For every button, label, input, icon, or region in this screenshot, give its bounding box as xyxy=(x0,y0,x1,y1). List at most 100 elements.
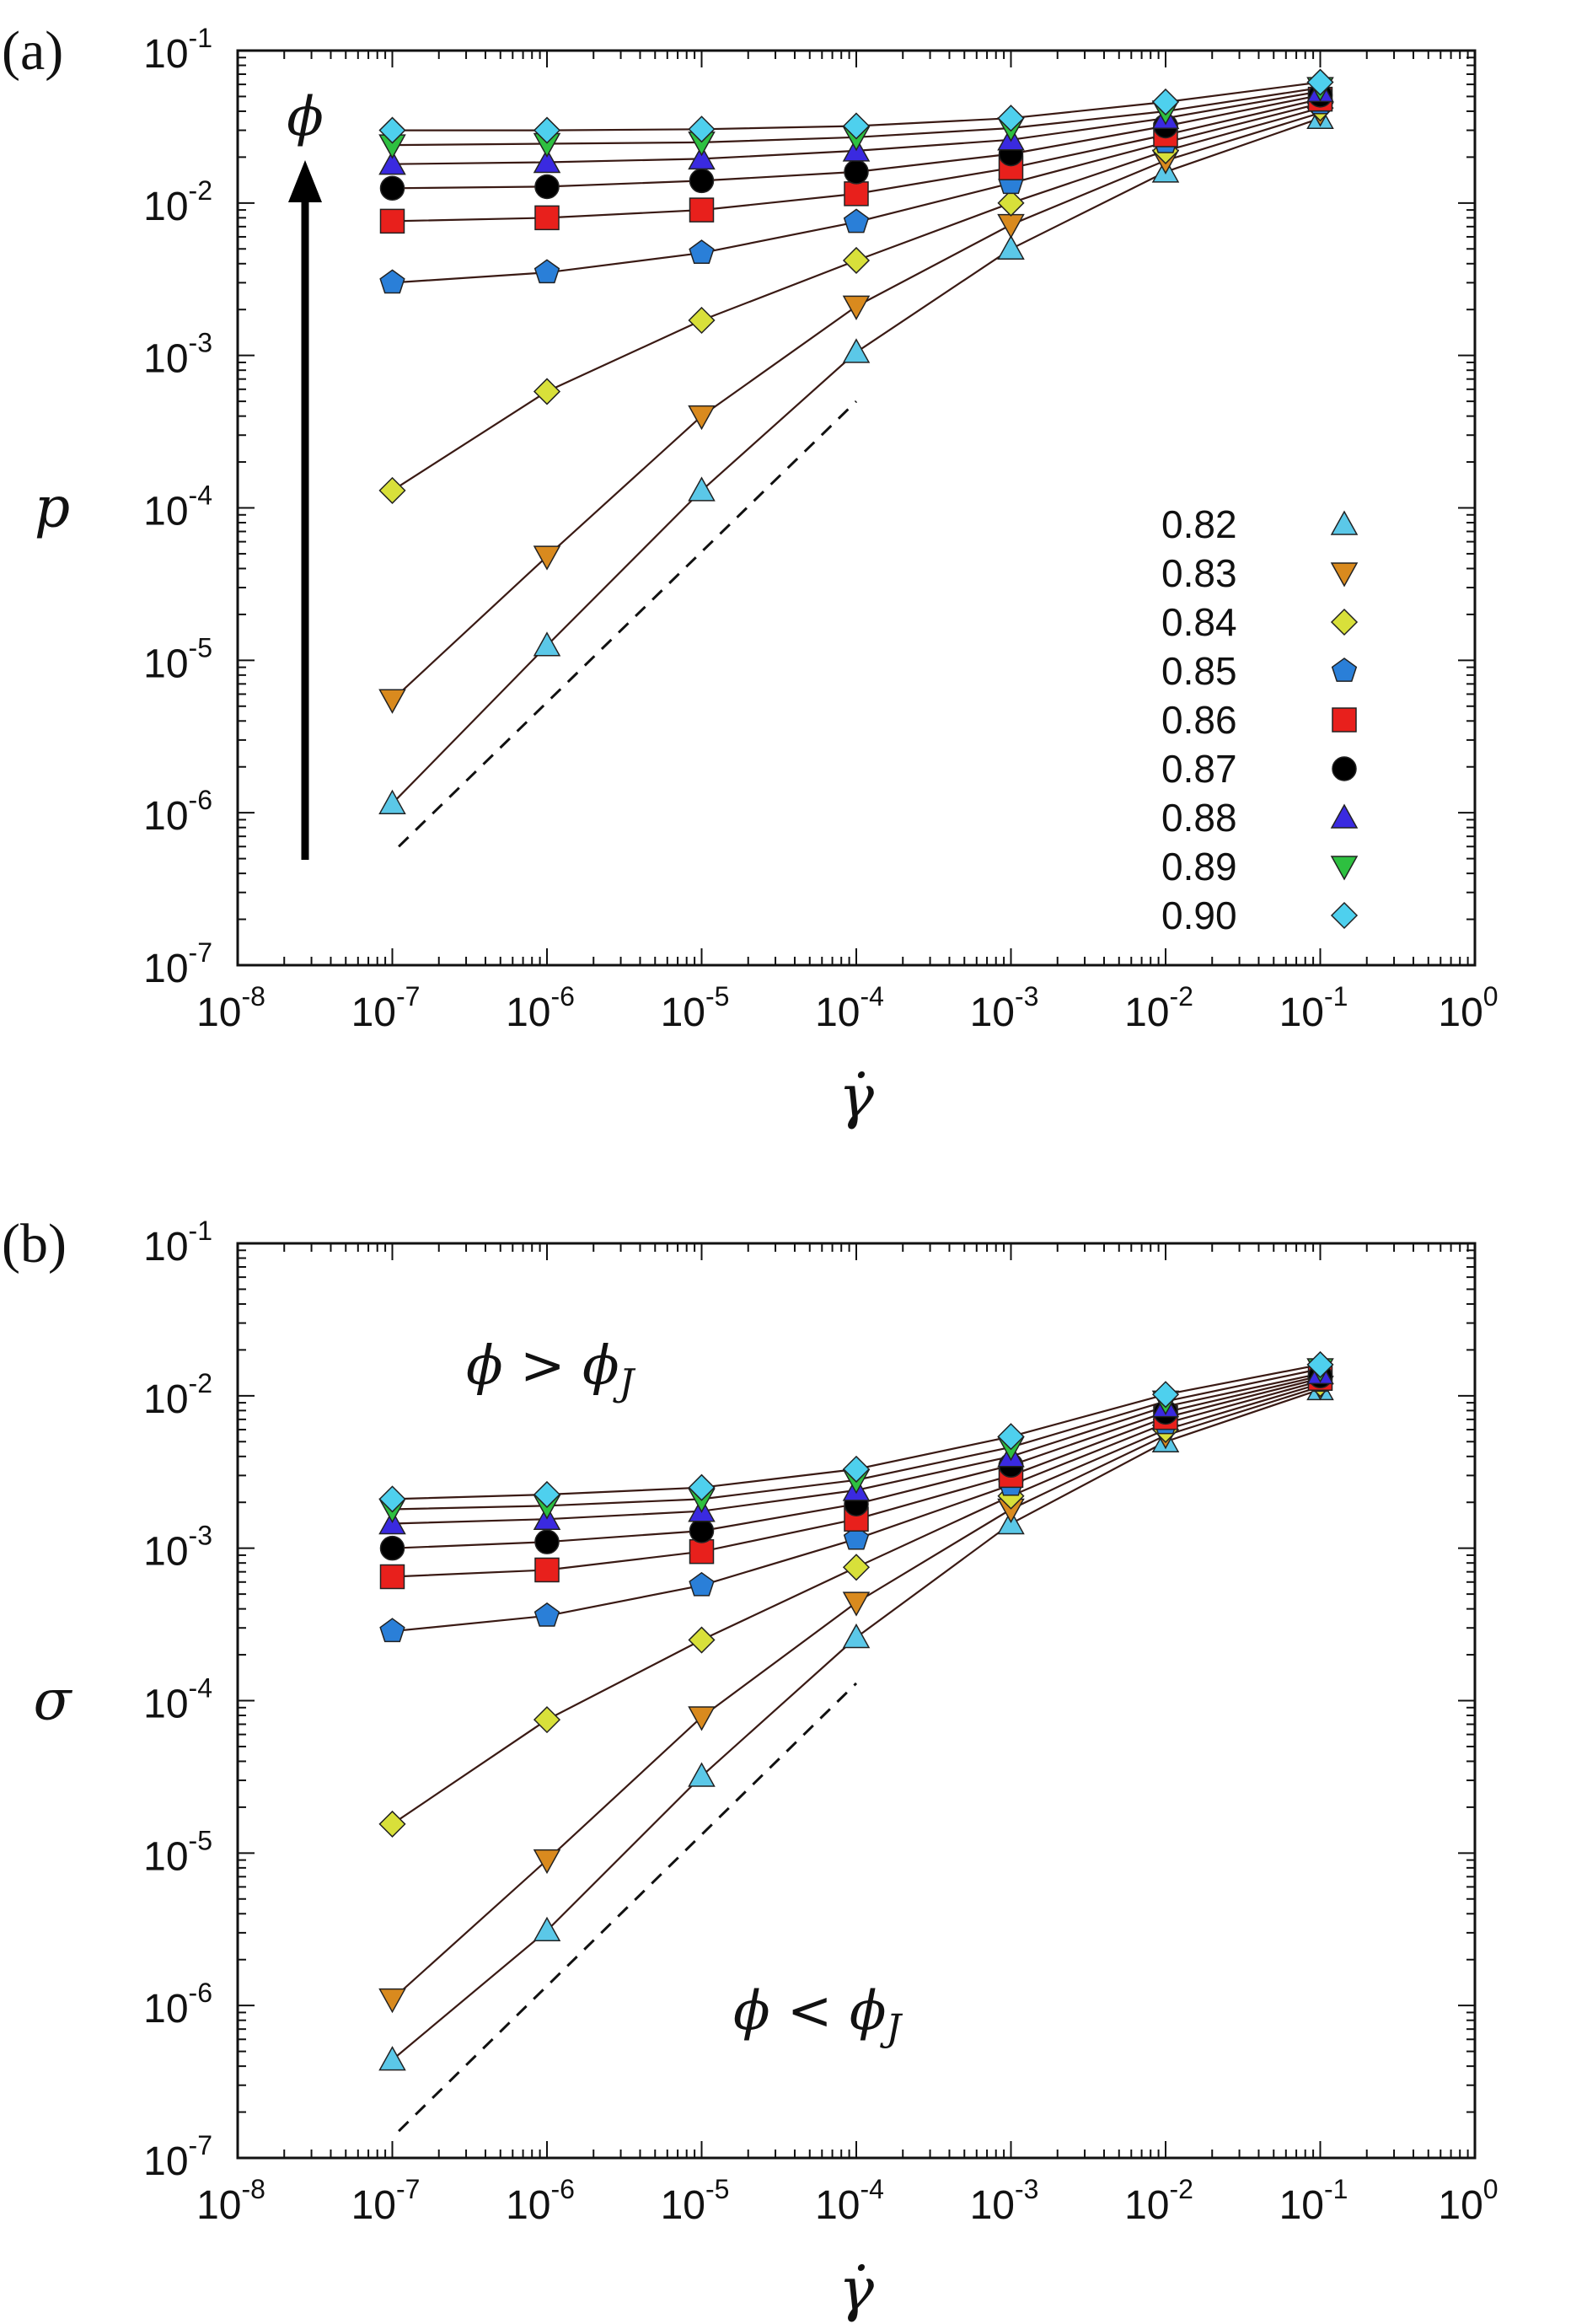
x-tick-exponent: -6 xyxy=(550,981,574,1012)
data-point xyxy=(533,1916,561,1942)
legend-marker-0.83 xyxy=(1330,562,1359,588)
data-point xyxy=(842,1554,871,1581)
reference-dashed-line xyxy=(398,400,858,848)
data-point xyxy=(533,259,560,284)
x-tick-exponent: -2 xyxy=(1169,2174,1193,2204)
data-point xyxy=(378,1988,406,2014)
x-axis-label: γ̇ xyxy=(839,2255,874,2324)
x-tick-label: 10-2 xyxy=(1124,981,1193,1035)
x-tick-label: 10-5 xyxy=(661,2174,730,2228)
data-point xyxy=(533,1602,560,1627)
data-point xyxy=(842,1591,871,1617)
data-point xyxy=(997,234,1025,260)
x-tick-base: 10 xyxy=(196,990,241,1035)
y-tick-label: 10-6 xyxy=(143,785,212,839)
x-tick-exponent: -3 xyxy=(1015,981,1038,1012)
legend-label-0.90: 0.90 xyxy=(1161,894,1237,937)
x-tick-label: 10-3 xyxy=(970,981,1039,1035)
y-tick-label: 10-7 xyxy=(143,2130,212,2184)
data-point xyxy=(1151,1381,1180,1409)
y-tick-exponent: -4 xyxy=(189,1673,212,1704)
x-tick-exponent: -6 xyxy=(550,2174,574,2204)
x-tick-base: 10 xyxy=(1438,2183,1482,2228)
data-point xyxy=(842,338,871,363)
data-point xyxy=(533,545,561,571)
y-tick-exponent: -1 xyxy=(189,23,212,53)
x-tick-base: 10 xyxy=(815,2183,860,2228)
chart-panel-b: 10-8 10-7 10-6 10-5 10-4 10-3 10-2 10-1 10010-71… xyxy=(2,1213,1499,2324)
y-tick-base: 10 xyxy=(143,1377,188,1422)
x-tick-label: 10-3 xyxy=(970,2174,1039,2228)
x-tick-base: 10 xyxy=(1438,990,1482,1035)
data-point xyxy=(842,112,871,140)
legend-label-0.89: 0.89 xyxy=(1161,845,1237,888)
data-point xyxy=(997,105,1025,132)
legend-marker-0.87 xyxy=(1332,756,1357,781)
data-point xyxy=(533,116,561,144)
y-tick-exponent: -3 xyxy=(189,1521,212,1551)
panel-label: (a) xyxy=(2,20,63,82)
legend-label-0.86: 0.86 xyxy=(1161,698,1237,742)
x-tick-base: 10 xyxy=(1124,990,1169,1035)
legend-label-0.83: 0.83 xyxy=(1161,551,1237,595)
data-point xyxy=(534,1557,560,1583)
y-axis-label: p xyxy=(35,475,70,540)
y-tick-label: 10-6 xyxy=(143,1978,212,2031)
data-point xyxy=(533,148,561,174)
y-tick-base: 10 xyxy=(143,1225,188,1269)
y-tick-exponent: -6 xyxy=(189,785,212,815)
data-point xyxy=(1306,1350,1334,1378)
data-point xyxy=(1306,68,1334,96)
data-point xyxy=(997,213,1025,239)
legend-label-0.82: 0.82 xyxy=(1161,502,1237,546)
x-tick-exponent: -7 xyxy=(396,981,420,1012)
data-point xyxy=(689,1518,715,1543)
x-tick-label: 10-6 xyxy=(506,981,575,1035)
data-point xyxy=(379,175,405,201)
x-tick-exponent: -8 xyxy=(241,981,265,1012)
y-tick-base: 10 xyxy=(143,641,188,686)
annotation-text: ϕ < ϕ xyxy=(733,1980,887,2042)
y-tick-label: 10-4 xyxy=(143,1673,212,1727)
y-tick-label: 10-3 xyxy=(143,328,212,382)
x-tick-label: 10-8 xyxy=(196,2174,265,2228)
data-point xyxy=(842,295,871,320)
x-tick-label: 10-7 xyxy=(351,2174,421,2228)
data-point xyxy=(533,1849,561,1875)
x-tick-label: 100 xyxy=(1438,2174,1498,2228)
data-point xyxy=(534,205,560,231)
x-tick-base: 10 xyxy=(1124,2183,1169,2228)
data-point xyxy=(378,116,406,144)
legend-marker-0.90 xyxy=(1330,901,1359,930)
y-tick-exponent: -5 xyxy=(189,1825,212,1855)
data-point xyxy=(378,476,406,504)
data-point xyxy=(1151,88,1180,116)
legend-marker-0.86 xyxy=(1332,707,1357,733)
x-tick-base: 10 xyxy=(661,2183,705,2228)
data-point xyxy=(844,181,869,207)
y-tick-base: 10 xyxy=(143,185,188,229)
data-point xyxy=(688,1762,716,1787)
x-tick-base: 10 xyxy=(351,2183,396,2228)
data-point xyxy=(842,246,871,275)
x-tick-base: 10 xyxy=(815,990,860,1035)
data-point xyxy=(689,239,715,265)
data-point xyxy=(688,1473,716,1501)
annotation-0: ϕ > ϕJ xyxy=(466,1335,636,1405)
y-tick-base: 10 xyxy=(143,947,188,991)
data-point xyxy=(379,269,405,294)
x-tick-exponent: -5 xyxy=(705,2174,729,2204)
data-point xyxy=(997,189,1025,217)
x-tick-label: 10-6 xyxy=(506,2174,575,2228)
x-tick-exponent: -4 xyxy=(860,981,883,1012)
data-point xyxy=(379,1564,405,1590)
legend-marker-0.85 xyxy=(1331,657,1358,682)
panel-label: (b) xyxy=(2,1213,67,1275)
x-tick-label: 10-5 xyxy=(661,981,730,1035)
y-tick-exponent: -2 xyxy=(189,1368,212,1398)
x-tick-base: 10 xyxy=(1279,990,1324,1035)
data-point xyxy=(378,789,406,814)
x-tick-label: 100 xyxy=(1438,981,1498,1035)
data-point xyxy=(842,1455,871,1483)
